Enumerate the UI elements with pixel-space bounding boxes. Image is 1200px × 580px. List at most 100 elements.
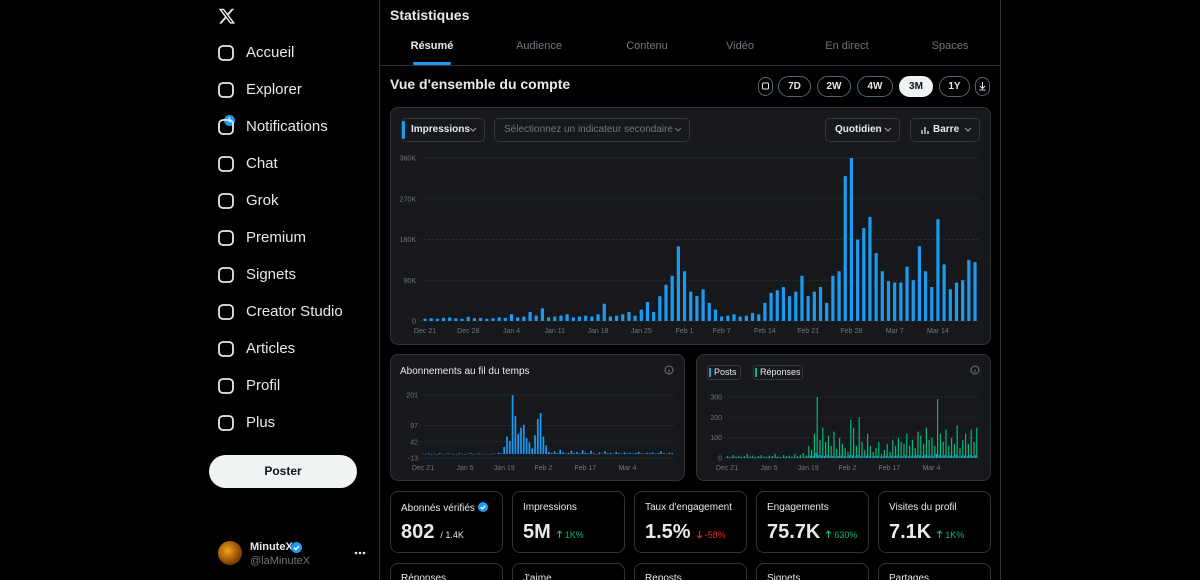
stat-card[interactable]: Impressions 5M 1K% xyxy=(512,491,625,553)
range-button[interactable]: 4W xyxy=(857,76,893,97)
nav-label: Accueil xyxy=(246,44,295,61)
stat-row: 75.7K 630% xyxy=(767,521,857,544)
legend-item[interactable]: Posts xyxy=(707,365,741,380)
nav-label: Notifications xyxy=(246,118,328,135)
main-chart-card xyxy=(390,107,991,345)
stat-card[interactable]: Abonnés vérifiés 802 / 1.4K xyxy=(390,491,503,553)
chart-type-label: Barre xyxy=(933,124,960,135)
nav-label: Signets xyxy=(246,266,297,283)
range-button[interactable]: 3M xyxy=(899,76,933,97)
tab-indicator xyxy=(413,62,451,65)
stat-card[interactable]: J'aime xyxy=(512,563,625,580)
nav-icon xyxy=(218,304,234,320)
legend-label: Réponses xyxy=(760,367,801,377)
trend-arrow xyxy=(696,531,702,539)
range-button[interactable]: 1Y xyxy=(939,76,970,97)
stat-card[interactable]: Signets xyxy=(756,563,869,580)
interval-label: Quotidien xyxy=(835,124,882,135)
stat-value: 1.5% xyxy=(645,521,691,543)
stat-label: Réponses xyxy=(401,573,447,580)
stat-row: 7.1K 1K% xyxy=(889,521,964,544)
tab[interactable]: Vidéo xyxy=(726,40,754,52)
stat-delta: -58% xyxy=(704,530,726,540)
stat-card[interactable]: Taux d'engagement 1.5% -58% xyxy=(634,491,747,553)
stat-card[interactable]: Engagements 75.7K 630% xyxy=(756,491,869,553)
avatar[interactable] xyxy=(218,541,242,565)
stat-label: Impressions xyxy=(523,502,577,513)
range-button[interactable]: 7D xyxy=(778,76,811,97)
tab[interactable]: Audience xyxy=(516,40,562,52)
stat-delta: 1K% xyxy=(564,530,584,540)
legend-swatch xyxy=(755,368,757,377)
stat-label: Partages xyxy=(889,573,930,580)
metric-dropdown[interactable]: Impressions xyxy=(401,118,485,142)
overview-title: Vue d'ensemble du compte xyxy=(390,76,571,92)
nav-icon xyxy=(218,415,234,431)
icon-shape xyxy=(218,45,234,61)
nav-icon xyxy=(218,82,234,98)
nav-label: Articles xyxy=(246,340,296,357)
tabs-divider xyxy=(380,65,1000,66)
nav-icon xyxy=(218,341,234,357)
arrow xyxy=(825,530,832,538)
tab[interactable]: Spaces xyxy=(931,40,969,52)
icon-shape xyxy=(218,267,234,283)
stat-row: 802 / 1.4K xyxy=(401,521,464,544)
stat-row: 1.5% -58% xyxy=(645,521,726,544)
nav-label: Plus xyxy=(246,414,276,431)
metric-label: Impressions xyxy=(411,124,470,135)
nav-label: Profil xyxy=(246,377,281,394)
icon-shape xyxy=(218,415,234,431)
info-icon[interactable] xyxy=(664,365,674,375)
info-icon[interactable] xyxy=(970,365,980,375)
interval-dropdown[interactable]: Quotidien xyxy=(825,118,900,142)
verified-badge xyxy=(291,542,302,553)
followers-title: Abonnements au fil du temps xyxy=(400,366,530,377)
stat-value: 7.1K xyxy=(889,521,932,543)
legend-item[interactable]: Réponses xyxy=(753,365,803,380)
chart-type-dropdown[interactable]: Barre xyxy=(910,118,980,142)
stat-delta: 630% xyxy=(834,530,858,540)
stat-value: 75.7K xyxy=(767,521,821,543)
main-panel xyxy=(379,0,1001,580)
nav-icon xyxy=(218,378,234,394)
calendar-button[interactable] xyxy=(758,77,773,96)
stat-label: Engagements xyxy=(767,502,829,513)
icon-shape xyxy=(218,341,234,357)
stat-card[interactable]: Visites du profil 7.1K 1K% xyxy=(878,491,991,553)
trend-arrow xyxy=(936,530,943,538)
stat-card[interactable]: Réponses xyxy=(390,563,503,580)
nav-icon xyxy=(218,119,234,135)
stat-label: Taux d'engagement xyxy=(645,502,732,513)
nav-label: Premium xyxy=(246,229,307,246)
stat-label: Reposts xyxy=(645,573,682,580)
nav-icon xyxy=(218,267,234,283)
followers-card xyxy=(390,354,685,481)
nav-icon xyxy=(218,230,234,246)
more-icon[interactable] xyxy=(354,551,366,555)
icon-shape xyxy=(218,193,234,209)
trend-arrow xyxy=(556,530,563,538)
secondary-dropdown[interactable]: Sélectionnez un indicateur secondaire xyxy=(494,118,690,142)
icon-shape xyxy=(218,82,234,98)
arrow xyxy=(696,531,702,539)
range-button[interactable]: 2W xyxy=(817,76,851,97)
nav-icon xyxy=(218,156,234,172)
icon-shape xyxy=(218,156,234,172)
stat-card[interactable]: Partages xyxy=(878,563,991,580)
tab[interactable]: En direct xyxy=(825,40,869,52)
trend-arrow xyxy=(825,530,832,538)
post-button[interactable]: Poster xyxy=(209,455,357,488)
tab[interactable]: Résumé xyxy=(410,40,454,52)
nav-label: Grok xyxy=(246,192,279,209)
arrow xyxy=(556,530,563,538)
download-button[interactable] xyxy=(975,77,990,96)
tab[interactable]: Contenu xyxy=(626,40,668,52)
nav-label: Creator Studio xyxy=(246,303,343,320)
x-logo[interactable] xyxy=(218,7,236,25)
stat-card[interactable]: Reposts xyxy=(634,563,747,580)
stat-label: Abonnés vérifiés xyxy=(401,502,488,514)
icon-shape xyxy=(218,378,234,394)
account-handle: @laMinuteX xyxy=(250,555,311,567)
